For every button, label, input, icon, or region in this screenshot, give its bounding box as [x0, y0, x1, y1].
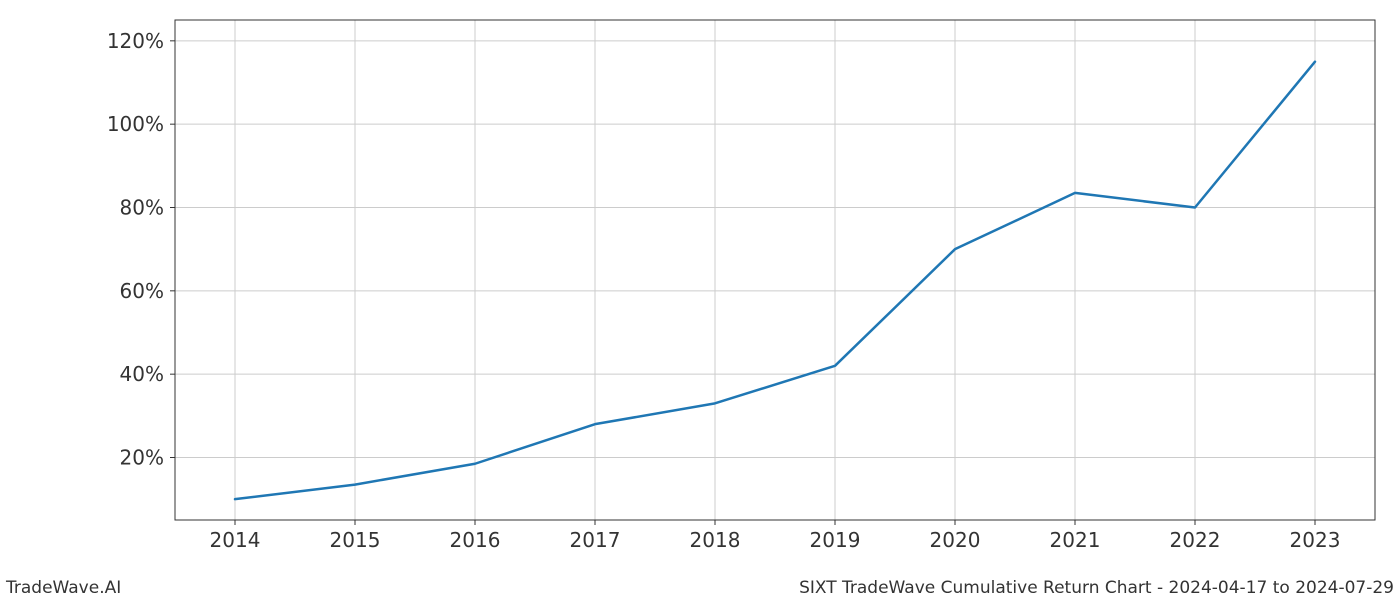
x-tick-label: 2015 — [330, 528, 381, 552]
x-tick-label: 2022 — [1170, 528, 1221, 552]
y-tick-label: 120% — [107, 29, 164, 53]
chart-bg — [0, 0, 1400, 600]
x-tick-label: 2021 — [1050, 528, 1101, 552]
x-tick-label: 2018 — [690, 528, 741, 552]
line-chart: 2014 2015 2016 2017 2018 2019 2020 2021 2022 2023… — [0, 0, 1400, 600]
x-tick-label: 2023 — [1290, 528, 1341, 552]
y-tick-label: 60% — [120, 279, 164, 303]
x-tick-label: 2019 — [810, 528, 861, 552]
y-tick-label: 80% — [120, 196, 164, 220]
y-tick-label: 100% — [107, 112, 164, 136]
x-tick-label: 2016 — [450, 528, 501, 552]
chart-container: 2014 2015 2016 2017 2018 2019 2020 2021 2022 2023… — [0, 0, 1400, 600]
footer-left-label: TradeWave.AI — [6, 578, 121, 598]
x-tick-label: 2020 — [930, 528, 981, 552]
x-tick-label: 2017 — [570, 528, 621, 552]
y-tick-label: 20% — [120, 446, 164, 470]
footer-right-label: SIXT TradeWave Cumulative Return Chart -… — [799, 578, 1394, 598]
y-tick-label: 40% — [120, 362, 164, 386]
x-tick-label: 2014 — [210, 528, 261, 552]
